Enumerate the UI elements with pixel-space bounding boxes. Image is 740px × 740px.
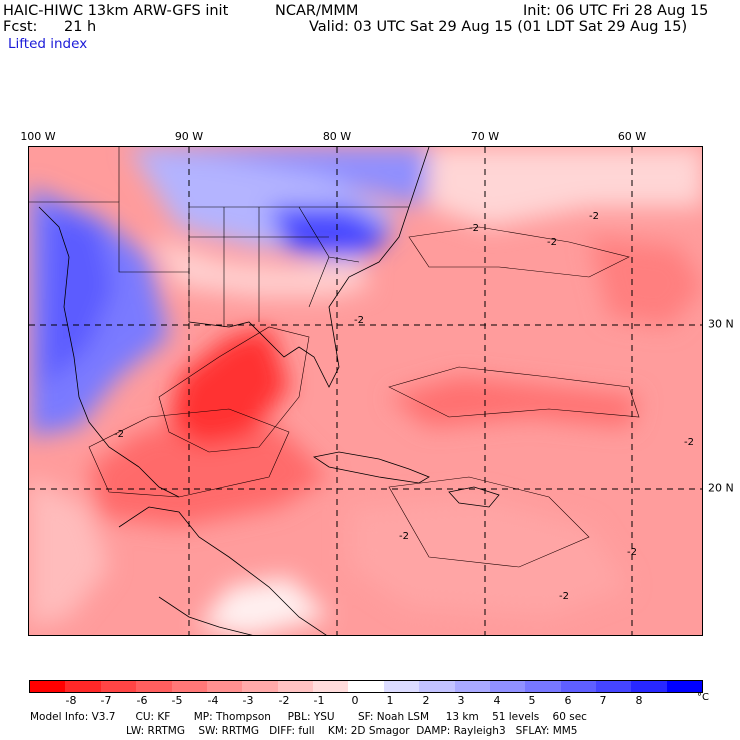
colorbar-tick-label: -7	[100, 694, 112, 707]
latitude-label: 30 N	[708, 317, 734, 331]
contour-label: -2	[547, 237, 557, 248]
colorbar	[29, 680, 703, 693]
colorbar-unit: °C	[697, 692, 709, 703]
colorbar-tick-label: 2	[422, 694, 430, 707]
colorbar-swatch	[348, 681, 384, 692]
graticule	[29, 147, 702, 635]
contours	[88, 226, 640, 568]
institution-label: NCAR/MMM	[275, 3, 359, 19]
colorbar-tick-label: -3	[242, 694, 254, 707]
colorbar-tick-label: 3	[457, 694, 465, 707]
contour-label: -2	[559, 591, 569, 602]
longitude-label: 90 W	[174, 130, 204, 143]
colorbar-swatch	[383, 681, 420, 692]
lifted-index-map: -2 -2 -2 -2 -2 -2 -2 -2 -2	[28, 146, 703, 636]
colorbar-tick-label: -5	[171, 694, 183, 707]
colorbar-swatch	[631, 681, 667, 692]
colorbar-swatch	[454, 681, 490, 692]
colorbar-tick-label: -8	[65, 694, 77, 707]
colorbar-swatch	[30, 681, 66, 692]
colorbar-tick-label: 4	[493, 694, 501, 707]
model-title: HAIC-HIWC 13km ARW-GFS init	[3, 3, 229, 19]
forecast-label: Fcst:	[3, 19, 38, 35]
colorbar-swatch	[65, 681, 101, 692]
longitude-label: 60 W	[617, 130, 647, 143]
colorbar-swatch	[560, 681, 596, 692]
colorbar-tick-label: 6	[564, 694, 572, 707]
model-info-line-2: LW: RRTMG SW: RRTMG DIFF: full KM: 2D Sm…	[126, 725, 578, 737]
colorbar-swatch	[277, 681, 313, 692]
valid-time: Valid: 03 UTC Sat 29 Aug 15 (01 LDT Sat …	[309, 19, 688, 35]
contour-labels: -2 -2 -2 -2 -2 -2 -2 -2 -2	[114, 211, 694, 602]
colorbar-tick-label: 5	[528, 694, 536, 707]
colorbar-tick-label: 7	[599, 694, 607, 707]
latitude-label: 20 N	[708, 481, 734, 495]
colorbar-swatch	[489, 681, 526, 692]
longitude-label: 70 W	[470, 130, 500, 143]
map-canvas: -2 -2 -2 -2 -2 -2 -2 -2 -2	[29, 147, 702, 635]
colorbar-tick-label: -6	[136, 694, 148, 707]
colorbar-tick-label: 0	[351, 694, 359, 707]
forecast-hour: 21 h	[64, 19, 97, 35]
colorbar-swatch	[171, 681, 207, 692]
colorbar-swatch	[525, 681, 561, 692]
colorbar-swatch	[242, 681, 278, 692]
contour-label: -2	[684, 437, 694, 448]
colorbar-swatch	[313, 681, 349, 692]
model-info-line-1: Model Info: V3.7 CU: KF MP: Thompson PBL…	[30, 711, 587, 723]
colorbar-swatch	[666, 681, 703, 692]
colorbar-swatch	[206, 681, 243, 692]
colorbar-tick-label: -1	[313, 694, 325, 707]
colorbar-tick-label: -4	[207, 694, 219, 707]
colorbar-swatch	[136, 681, 172, 692]
longitude-label: 100 W	[20, 130, 56, 143]
contour-label: -2	[469, 223, 479, 234]
init-time: Init: 06 UTC Fri 28 Aug 15	[523, 3, 709, 19]
contour-label: -2	[354, 315, 364, 326]
coastlines	[38, 147, 500, 635]
colorbar-tick-label: 1	[386, 694, 394, 707]
colorbar-swatch	[100, 681, 137, 692]
field-name: Lifted index	[8, 36, 88, 52]
colorbar-tick-label: -2	[278, 694, 290, 707]
colorbar-swatch	[596, 681, 632, 692]
contour-label: -2	[589, 211, 599, 222]
colorbar-tick-label: 8	[635, 694, 643, 707]
lifted-index-shading	[29, 147, 702, 635]
state-borders	[29, 147, 409, 327]
contour-label: -2	[399, 531, 409, 542]
colorbar-swatch	[419, 681, 455, 692]
contour-label: -2	[114, 429, 124, 440]
contour-label: -2	[627, 547, 637, 558]
longitude-label: 80 W	[322, 130, 352, 143]
